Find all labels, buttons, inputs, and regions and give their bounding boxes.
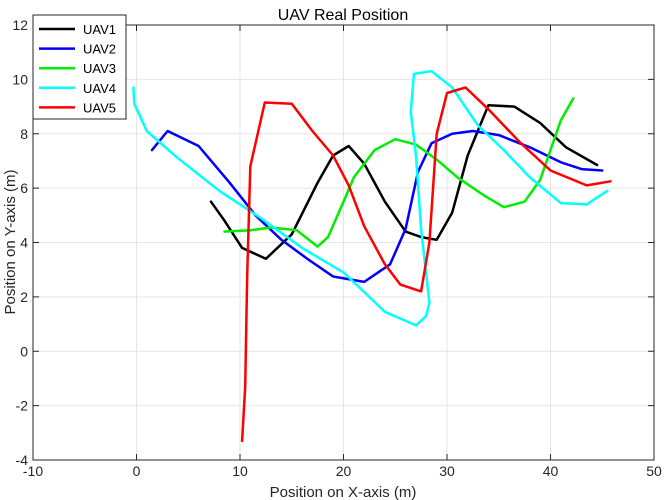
y-tick-label: 12: [12, 17, 28, 33]
y-tick-label: 6: [20, 180, 28, 196]
x-axis-label: Position on X-axis (m): [270, 484, 417, 500]
series-line-uav1: [209, 103, 599, 261]
y-tick-label: 10: [12, 71, 28, 87]
y-tick-label: 0: [20, 343, 28, 359]
y-tick-label: -2: [16, 398, 29, 414]
legend: UAV1 UAV2 UAV3 UAV4 UAV5: [32, 14, 127, 120]
x-tick-label: -10: [23, 463, 43, 479]
y-tick-label: 2: [20, 289, 28, 305]
series-line-uav5: [240, 86, 612, 443]
legend-label-uav5: UAV5: [83, 100, 116, 115]
x-tick-label: 30: [439, 463, 455, 479]
series-lines: [132, 69, 612, 443]
y-tick-label: 4: [20, 235, 28, 251]
y-tick-label: -4: [16, 452, 29, 468]
y-tick-label: 8: [20, 126, 28, 142]
x-tick-label: 40: [543, 463, 559, 479]
x-tick-label: 0: [133, 463, 141, 479]
x-tick-label: 20: [336, 463, 352, 479]
x-tick-label: 50: [646, 463, 662, 479]
legend-label-uav4: UAV4: [83, 81, 116, 96]
series-line-uav3: [223, 97, 575, 248]
chart-title: UAV Real Position: [278, 7, 408, 24]
y-axis-label: Position on Y-axis (m): [2, 169, 19, 314]
legend-label-uav1: UAV1: [83, 22, 116, 37]
legend-label-uav3: UAV3: [83, 61, 116, 76]
x-tick-label: 10: [232, 463, 248, 479]
legend-label-uav2: UAV2: [83, 42, 116, 57]
